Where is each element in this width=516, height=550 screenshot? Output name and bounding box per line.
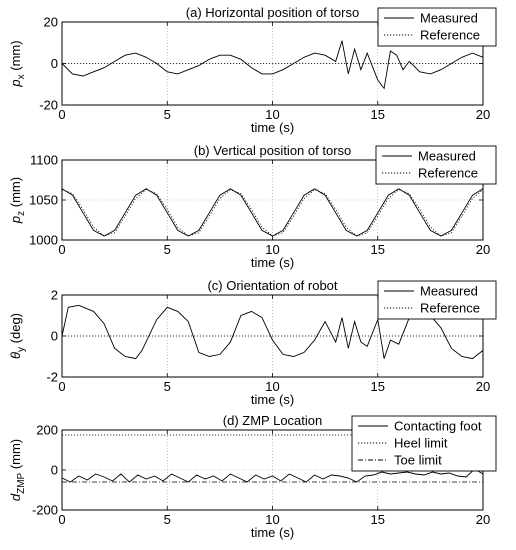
y-tick-label: -20 — [39, 98, 58, 113]
y-tick-label: 0 — [51, 56, 58, 71]
x-axis-label: time (s) — [251, 392, 294, 407]
y-axis-label-symbol: p — [8, 79, 23, 87]
x-axis-label: time (s) — [251, 120, 294, 135]
x-tick-label: 0 — [58, 242, 65, 257]
x-tick-label: 15 — [371, 242, 385, 257]
x-tick-label: 15 — [371, 379, 385, 394]
y-axis-label-unit: (mm) — [8, 40, 23, 74]
x-axis-label: time (s) — [251, 255, 294, 270]
legend-label-3: Toe limit — [394, 453, 442, 468]
y-tick-label: 0 — [51, 329, 58, 344]
x-tick-label: 10 — [265, 107, 279, 122]
x-tick-label: 0 — [58, 512, 65, 527]
legend-label-1: Measured — [420, 11, 478, 26]
y-tick-label: 1050 — [29, 193, 58, 208]
legend-label-1: Measured — [418, 149, 476, 164]
y-axis-label-subscript: ZMP — [16, 472, 27, 493]
legend-label-1: Contacting foot — [394, 419, 482, 434]
x-tick-label: 10 — [265, 242, 279, 257]
y-tick-label: 1000 — [29, 233, 58, 248]
x-axis-label: time (s) — [251, 525, 294, 540]
x-tick-label: 5 — [164, 242, 171, 257]
legend-label-1: Measured — [420, 284, 478, 299]
x-tick-label: 20 — [476, 512, 490, 527]
chart-title: (b) Vertical position of torso — [194, 143, 352, 158]
chart-panel-3: 0 5 10 15 20-202(c) Orientation of robottime… — [8, 278, 497, 407]
x-tick-label: 0 — [58, 379, 65, 394]
y-axis-label-symbol: θ — [8, 352, 23, 359]
legend: Measured Reference — [375, 145, 497, 185]
y-axis-label: θy (deg) — [8, 313, 27, 359]
y-tick-label: -2 — [46, 370, 58, 385]
legend-label-2: Reference — [418, 166, 478, 181]
x-tick-label: 5 — [164, 107, 171, 122]
legend-label-2: Reference — [420, 301, 480, 316]
chart-title: (d) ZMP Location — [223, 413, 322, 428]
series-line-1 — [61, 304, 484, 360]
y-axis-label-subscript: x — [16, 74, 27, 79]
x-tick-label: 20 — [476, 242, 490, 257]
legend-label-2: Reference — [420, 28, 480, 43]
x-tick-label: 20 — [476, 107, 490, 122]
y-axis-label-subscript: y — [16, 347, 27, 352]
y-axis-label-unit: (mm) — [8, 439, 23, 473]
y-axis-label-subscript: z — [16, 211, 27, 216]
chart-panel-2: 0 5 10 15 20 1000 1050 1100 (b) Vertical positio… — [8, 143, 497, 270]
chart-title: (a) Horizontal position of torso — [186, 5, 359, 20]
legend: Measured Reference — [377, 7, 497, 47]
series-line-1 — [61, 468, 484, 483]
legend: Measured Reference — [377, 280, 497, 320]
x-tick-label: 10 — [265, 379, 279, 394]
y-tick-label: -200 — [32, 503, 58, 518]
x-tick-label: 15 — [371, 512, 385, 527]
y-axis-label: pz (mm) — [8, 177, 27, 224]
y-axis-label-symbol: d — [8, 493, 23, 501]
y-tick-label: 1100 — [30, 153, 58, 168]
chart-title: (c) Orientation of robot — [207, 278, 337, 293]
y-tick-label: 20 — [44, 15, 58, 30]
y-tick-label: 200 — [36, 423, 58, 438]
x-tick-label: 20 — [476, 379, 490, 394]
legend-label-2: Heel limit — [394, 436, 448, 451]
x-tick-label: 5 — [164, 379, 171, 394]
series-line-2 — [61, 189, 484, 237]
y-axis-label: dZMP (mm) — [8, 439, 27, 501]
x-tick-label: 15 — [371, 107, 385, 122]
x-tick-label: 5 — [164, 512, 171, 527]
x-tick-label: 10 — [265, 512, 279, 527]
y-tick-label: 0 — [51, 463, 58, 478]
x-tick-label: 0 — [58, 107, 65, 122]
y-axis-label-unit: (deg) — [8, 313, 23, 347]
legend-box — [377, 7, 497, 47]
legend: Contacting foot Heel limit Toe limit — [351, 415, 497, 472]
legend-box — [377, 280, 497, 320]
y-axis-label-symbol: p — [8, 216, 23, 224]
y-tick-label: 2 — [51, 288, 58, 303]
legend-box — [351, 415, 497, 472]
legend-box — [375, 145, 497, 185]
y-axis-label-unit: (mm) — [8, 177, 23, 211]
y-axis-label: px (mm) — [8, 40, 27, 87]
